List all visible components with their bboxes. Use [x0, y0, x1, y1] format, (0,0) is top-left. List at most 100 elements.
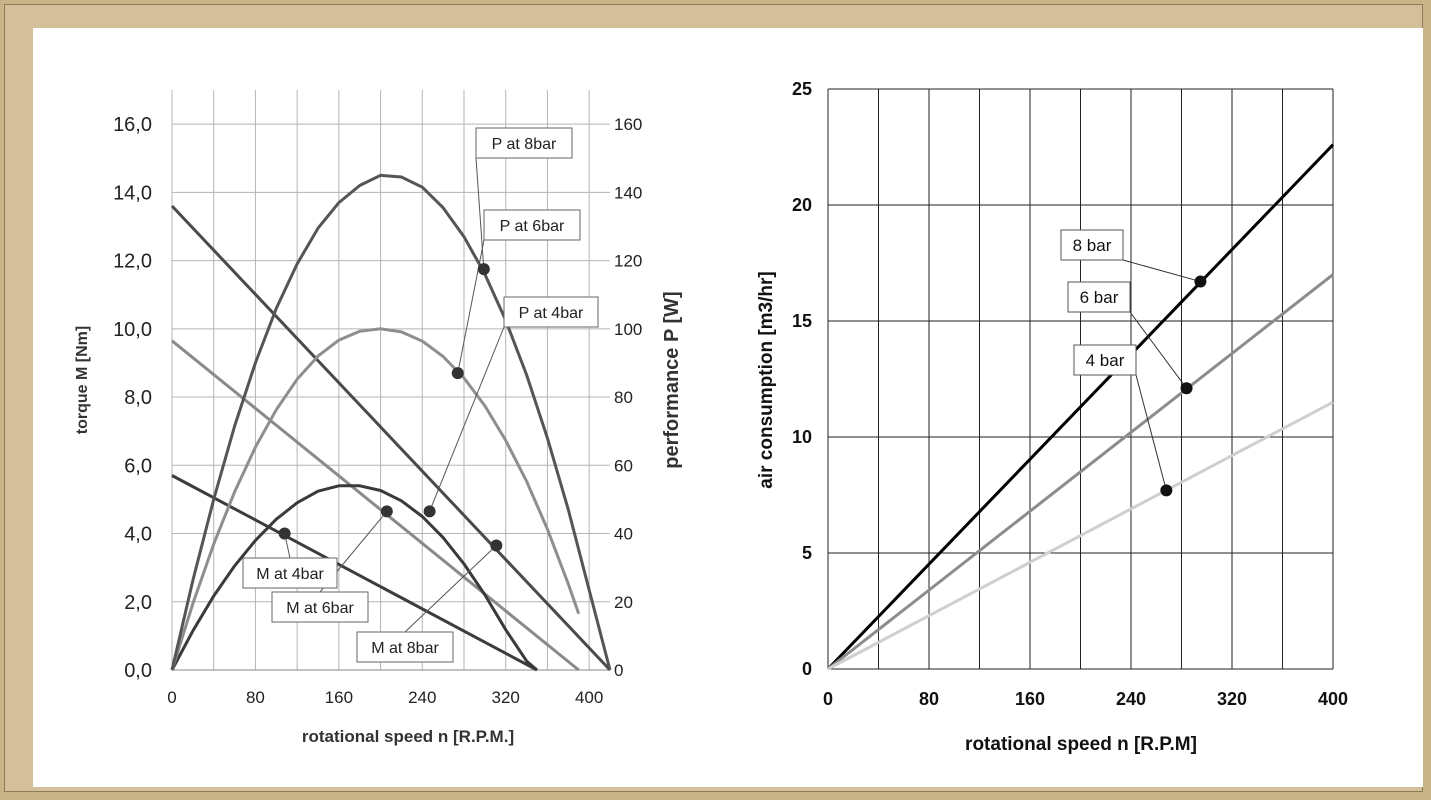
annotation-box — [1073, 344, 1137, 376]
data-point-marker — [380, 505, 393, 518]
left-y-axis-label: torque M [Nm] — [74, 326, 91, 434]
annotation-label: P at 8bar — [492, 136, 557, 153]
annotation-8bar: 8 bar — [1060, 229, 1124, 261]
annotation-p6: P at 6bar — [483, 209, 581, 241]
y-tick-label: 15 — [792, 311, 812, 331]
right-x-axis-label: rotational speed n [R.P.M] — [965, 734, 1197, 755]
leader-line — [1122, 259, 1201, 283]
x-tick-label: 320 — [1217, 689, 1247, 709]
y-tick-label: 12,0 — [113, 251, 152, 273]
annotation-label: M at 8bar — [371, 640, 439, 657]
annotation-box — [1067, 281, 1131, 313]
y-right-tick-label: 20 — [614, 593, 633, 612]
y-tick-label: 25 — [792, 79, 812, 99]
annotation-m4: M at 4bar — [242, 557, 338, 589]
series-line — [170, 204, 612, 672]
y-tick-label: 16,0 — [113, 114, 152, 136]
annotation-box — [1060, 229, 1124, 261]
y-right-tick-label: 80 — [614, 388, 633, 407]
annotation-m6: M at 6bar — [271, 591, 369, 623]
leader-line — [404, 545, 497, 633]
series-line — [170, 173, 612, 671]
left-tick-labels: 0 80 160 240 320 4000,02,04,06,08,010,012,014… — [113, 114, 642, 707]
data-point-marker — [423, 505, 436, 518]
chart-canvas — [33, 28, 1423, 787]
left-series — [170, 173, 612, 672]
annotation-4bar: 4 bar — [1073, 344, 1137, 376]
y-tick-label: 2,0 — [124, 592, 152, 614]
series-line — [170, 327, 581, 671]
annotation-label: M at 4bar — [256, 566, 324, 583]
right-leader-lines — [1122, 259, 1201, 491]
y-tick-label: 14,0 — [113, 182, 152, 204]
left-chart: P at 8bar P at 6bar P at 4bar M at 4bar … — [74, 90, 683, 746]
annotation-label: 8 bar — [1073, 236, 1112, 255]
y-right-tick-label: 40 — [614, 525, 633, 544]
annotation-label: 6 bar — [1080, 288, 1119, 307]
x-tick-label: 160 — [1015, 689, 1045, 709]
y-tick-label: 4,0 — [124, 524, 152, 546]
x-tick-label: 400 — [575, 688, 603, 707]
annotation-label: P at 4bar — [519, 305, 584, 322]
x-tick-label: 80 — [246, 688, 265, 707]
data-point-marker — [1194, 275, 1207, 288]
series-line — [826, 143, 1335, 671]
leader-line — [429, 326, 505, 512]
annotation-label: P at 6bar — [500, 218, 565, 235]
right-grid — [827, 88, 1334, 670]
annotation-box — [483, 209, 581, 241]
data-point-marker — [1180, 382, 1193, 395]
y-right-tick-label: 0 — [614, 661, 623, 680]
leader-line — [475, 157, 485, 270]
y-right-tick-label: 120 — [614, 252, 642, 271]
x-tick-label: 80 — [919, 689, 939, 709]
y-tick-label: 10,0 — [113, 319, 152, 341]
y-right-tick-label: 60 — [614, 456, 633, 475]
x-tick-label: 400 — [1318, 689, 1348, 709]
x-tick-label: 320 — [492, 688, 520, 707]
annotation-m8: M at 8bar — [356, 631, 454, 663]
right-chart-y-axis-label: air consumption [m3/hr] — [756, 271, 777, 488]
leader-line — [1135, 374, 1167, 491]
left-annotations: P at 8bar P at 6bar P at 4bar M at 4bar … — [242, 127, 599, 663]
data-point-marker — [451, 367, 464, 380]
annotation-p8: P at 8bar — [475, 127, 573, 159]
right-annotations: 8 bar 6 bar 4 bar — [1060, 229, 1137, 376]
y-tick-label: 8,0 — [124, 387, 152, 409]
annotation-box — [475, 127, 573, 159]
right-tick-labels: 0 80 160 240 320 400 0 5 10 15 20 25 — [792, 79, 1348, 709]
y-tick-label: 0,0 — [124, 660, 152, 682]
series-line — [171, 474, 538, 672]
series-line — [827, 400, 1334, 671]
annotation-label: 4 bar — [1086, 351, 1125, 370]
leader-line — [1129, 311, 1187, 389]
data-point-marker — [490, 539, 503, 552]
x-tick-label: 0 — [167, 688, 176, 707]
y-tick-label: 20 — [792, 195, 812, 215]
right-y-axis-label: performance P [W] — [661, 291, 683, 468]
annotation-box — [356, 631, 454, 663]
x-tick-label: 240 — [1116, 689, 1146, 709]
series-line — [827, 273, 1334, 671]
right-series — [826, 143, 1335, 671]
annotation-p4: P at 4bar — [503, 296, 599, 328]
annotation-box — [242, 557, 338, 589]
annotation-label: M at 6bar — [286, 600, 354, 617]
right-markers — [1160, 275, 1207, 497]
x-tick-label: 160 — [325, 688, 353, 707]
data-point-marker — [1160, 484, 1173, 497]
x-tick-label: 0 — [823, 689, 833, 709]
series-line — [170, 484, 538, 672]
series-line — [171, 339, 580, 672]
y-tick-label: 6,0 — [124, 455, 152, 477]
x-tick-label: 240 — [408, 688, 436, 707]
annotation-box — [271, 591, 369, 623]
data-point-marker — [477, 263, 490, 276]
leader-line — [457, 239, 485, 374]
y-right-tick-label: 100 — [614, 320, 642, 339]
y-right-tick-label: 140 — [614, 183, 642, 202]
annotation-box — [503, 296, 599, 328]
annotation-6bar: 6 bar — [1067, 281, 1131, 313]
left-markers — [278, 263, 503, 552]
